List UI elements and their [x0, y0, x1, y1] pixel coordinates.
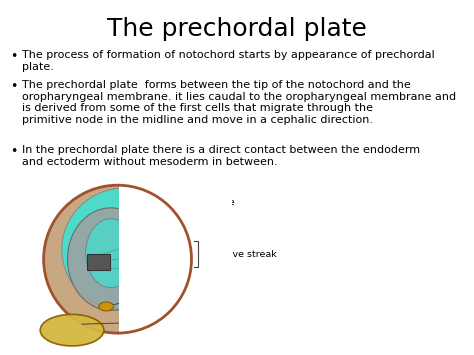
- Text: •: •: [10, 50, 18, 63]
- Ellipse shape: [44, 185, 191, 333]
- Text: Primitive groove: Primitive groove: [148, 263, 226, 272]
- Text: Yolk sac: Yolk sac: [148, 318, 186, 327]
- Text: The prechordal plate  forms between the tip of the notochord and the
oropharynge: The prechordal plate forms between the t…: [22, 80, 456, 125]
- Text: Amniotic cavity: Amniotic cavity: [157, 187, 231, 197]
- Ellipse shape: [62, 188, 187, 310]
- Ellipse shape: [128, 204, 144, 215]
- Text: •: •: [10, 145, 18, 158]
- Text: In the prechordal plate there is a direct contact between the endoderm
and ectod: In the prechordal plate there is a direc…: [22, 145, 420, 166]
- Text: Primitive pit: Primitive pit: [148, 237, 206, 246]
- Text: Primitive streak: Primitive streak: [202, 250, 276, 259]
- Text: •: •: [10, 80, 18, 93]
- Ellipse shape: [67, 208, 154, 310]
- Text: Primitive node: Primitive node: [148, 250, 217, 259]
- Text: Prochordal plate: Prochordal plate: [157, 198, 235, 207]
- FancyBboxPatch shape: [87, 254, 109, 270]
- Bar: [118, 170, 232, 348]
- Text: The process of formation of notochord starts by appearance of prechordal
plate.: The process of formation of notochord st…: [22, 50, 435, 72]
- Ellipse shape: [40, 315, 104, 346]
- Ellipse shape: [86, 219, 136, 288]
- Text: Cloacal plate: Cloacal plate: [148, 292, 210, 301]
- Text: The prechordal plate: The prechordal plate: [107, 17, 367, 41]
- Ellipse shape: [99, 302, 114, 311]
